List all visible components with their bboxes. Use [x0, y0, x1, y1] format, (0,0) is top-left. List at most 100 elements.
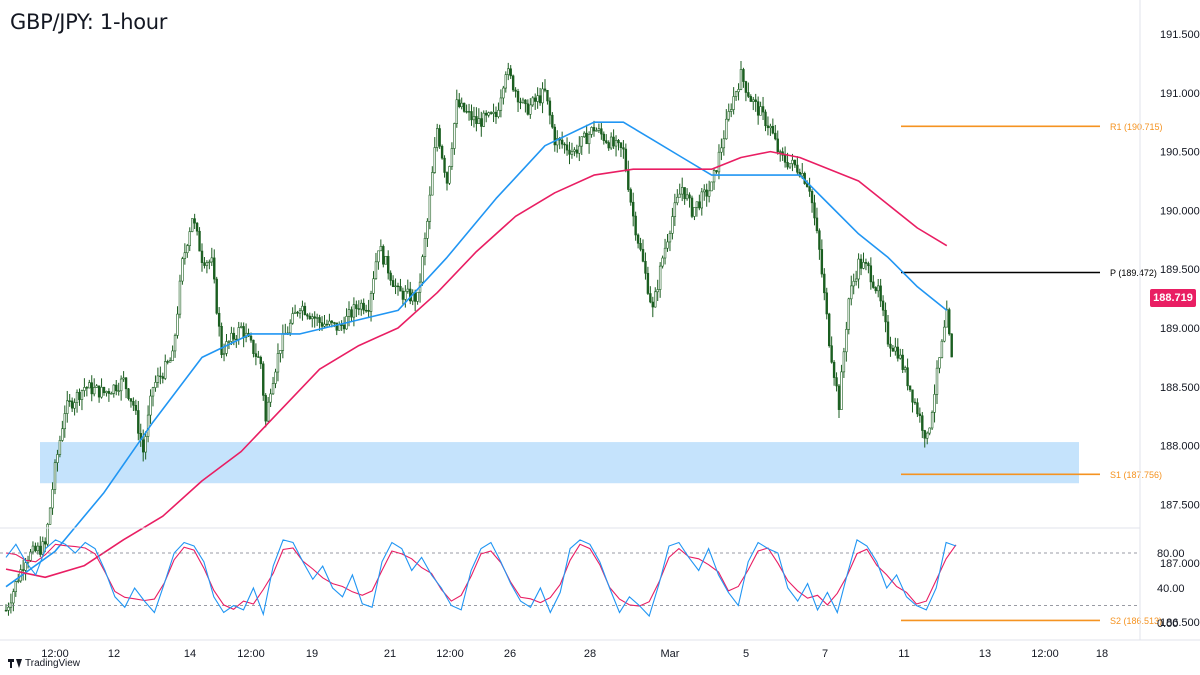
candle-body — [421, 256, 424, 283]
candle-body — [274, 371, 277, 384]
candle-body — [435, 128, 439, 148]
candle-body — [551, 114, 554, 128]
candle-body — [198, 230, 201, 252]
candle-body — [903, 367, 907, 370]
candle-body — [455, 99, 458, 124]
candle-body — [213, 257, 216, 280]
tradingview-watermark[interactable]: TradingView — [8, 658, 80, 669]
candle-body — [925, 432, 929, 439]
candle-body — [766, 125, 770, 129]
candle-body — [717, 151, 721, 173]
candle-body — [183, 252, 187, 259]
candle-body — [921, 415, 924, 431]
candle-body — [259, 356, 262, 365]
candle-body — [404, 290, 407, 300]
candle-body — [531, 97, 534, 106]
candle-body — [29, 551, 32, 561]
candle-body — [470, 111, 473, 121]
candle-body — [56, 454, 59, 463]
candle-body — [818, 230, 821, 250]
candle-body — [497, 109, 500, 118]
chart-title: GBP/JPY: 1-hour — [10, 10, 168, 34]
candle-body — [178, 280, 182, 315]
candle-body — [80, 390, 84, 400]
candle-body — [276, 353, 280, 373]
candle-body — [53, 462, 57, 490]
candle-body — [940, 340, 944, 358]
candle-body — [271, 383, 275, 395]
candle-body — [788, 163, 792, 168]
candle-body — [156, 375, 160, 383]
candle-body — [188, 231, 191, 246]
candle-body — [739, 69, 743, 90]
stochastic-tick-label: 80.00 — [1157, 548, 1185, 560]
price-tick-label: 187.500 — [1160, 499, 1200, 511]
candle-body — [619, 142, 623, 148]
candle-body — [161, 376, 164, 379]
candle-body — [568, 149, 571, 155]
candle-body — [595, 130, 598, 132]
candle-body — [58, 440, 62, 455]
candle-body — [916, 402, 919, 415]
candle-body — [465, 111, 468, 113]
candle-body — [391, 280, 395, 288]
candle-body — [423, 238, 427, 258]
candle-body — [889, 343, 892, 349]
candle-body — [582, 132, 586, 137]
candle-body — [661, 257, 664, 267]
candle-body — [705, 189, 708, 197]
candle-body — [950, 333, 953, 358]
candle-body — [144, 436, 147, 453]
candle-body — [720, 147, 723, 153]
candle-body — [565, 144, 569, 151]
candle-body — [293, 311, 297, 314]
candle-body — [360, 302, 363, 310]
candle-body — [296, 311, 299, 314]
candle-body — [482, 112, 485, 127]
candle-body — [210, 257, 213, 263]
price-tick-label: 190.500 — [1160, 147, 1200, 159]
candle-body — [257, 356, 260, 358]
candle-body — [842, 351, 846, 373]
candle-body — [854, 278, 858, 282]
candle-body — [553, 126, 557, 146]
candle-body — [205, 262, 209, 266]
candle-body — [683, 187, 686, 200]
candle-body — [899, 354, 902, 359]
candle-body — [609, 136, 613, 149]
candle-body — [154, 382, 157, 388]
candle-body — [337, 324, 341, 331]
moving-averages-layer — [5, 121, 948, 588]
candle-body — [776, 138, 779, 153]
candle-body — [587, 134, 591, 145]
candle-body — [676, 196, 679, 204]
candle-body — [879, 285, 882, 302]
candle-body — [913, 401, 917, 404]
candle-body — [409, 288, 412, 302]
candle-body — [612, 136, 615, 147]
price-tick-label: 189.000 — [1160, 323, 1200, 335]
candle-body — [78, 391, 81, 400]
candle-body — [651, 301, 655, 308]
candle-body — [639, 243, 642, 250]
price-tick-label: 186.500 — [1160, 617, 1200, 629]
candle-body — [484, 112, 488, 116]
candle-body — [715, 170, 718, 173]
candle-body — [110, 393, 113, 395]
candle-body — [894, 346, 897, 352]
candle-body — [864, 262, 868, 264]
candle-body — [617, 139, 620, 144]
time-tick-label: 18 — [1096, 648, 1108, 660]
price-tick-label: 189.500 — [1160, 264, 1200, 276]
candle-body — [237, 327, 240, 340]
candle-body — [862, 262, 865, 269]
candle-body — [710, 181, 713, 192]
candle-body — [935, 367, 939, 395]
candle-body — [291, 313, 294, 324]
stochastic-k-line — [5, 539, 957, 618]
candle-body — [382, 246, 385, 265]
candle-body — [24, 562, 27, 571]
time-tick-label: 13 — [979, 648, 991, 660]
candle-body — [769, 125, 772, 129]
